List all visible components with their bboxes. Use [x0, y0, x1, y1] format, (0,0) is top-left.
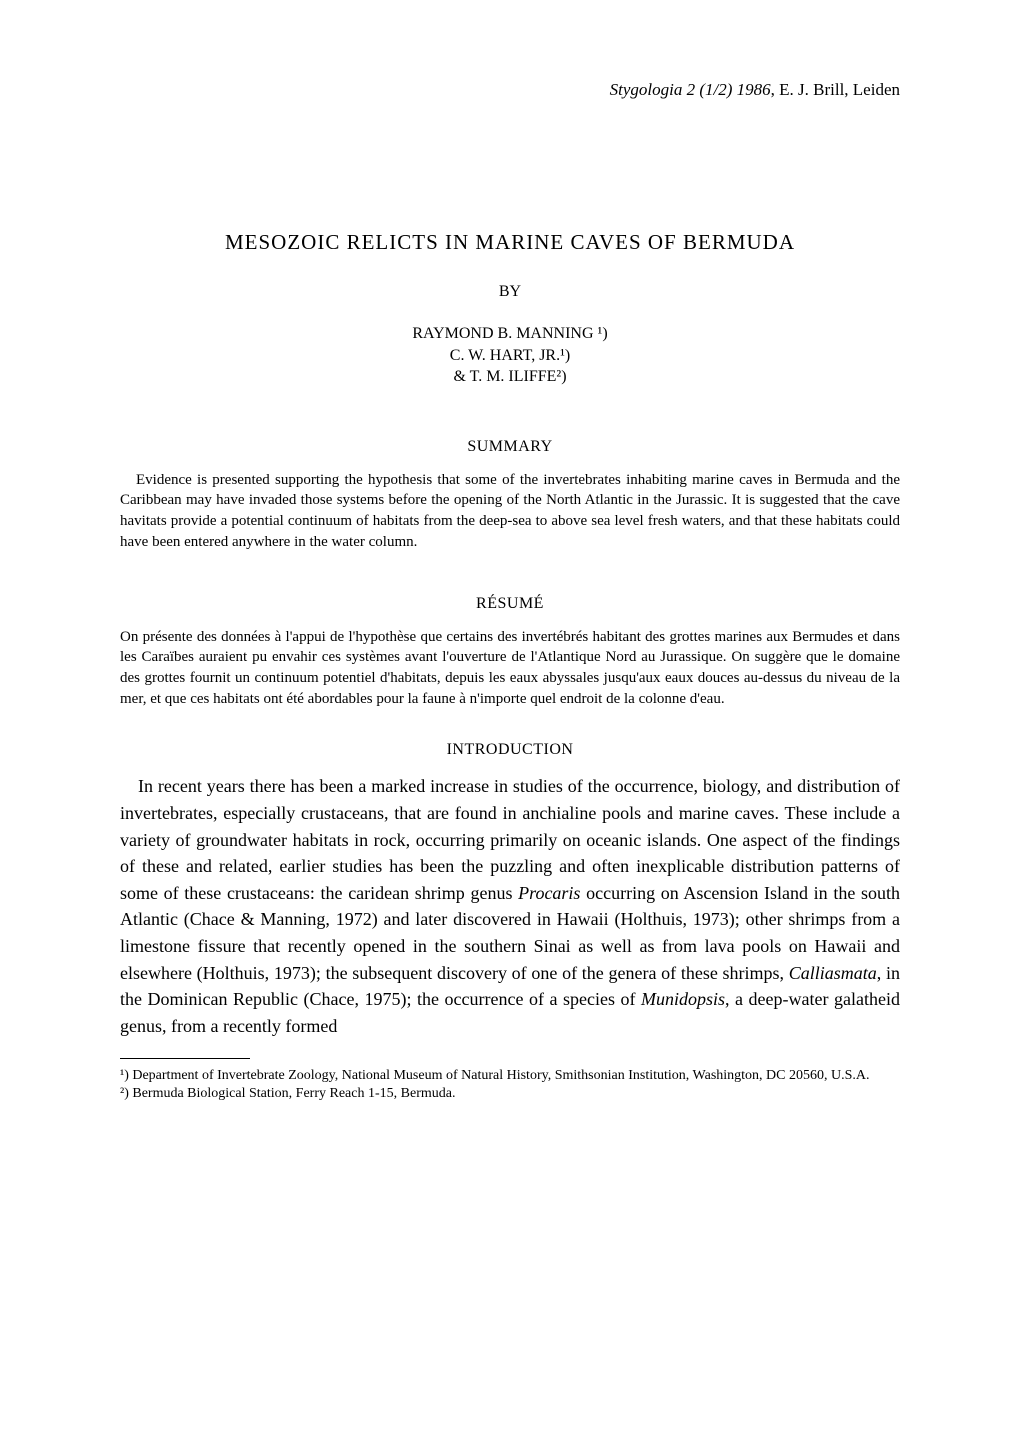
author-line-1: RAYMOND B. MANNING ¹) — [120, 323, 900, 345]
footnote-rule — [120, 1058, 250, 1059]
summary-text: Evidence is presented supporting the hyp… — [120, 470, 900, 553]
footnote-1: ¹) Department of Invertebrate Zoology, N… — [120, 1067, 900, 1086]
author-line-2: C. W. HART, JR.¹) — [120, 345, 900, 367]
resume-text: On présente des données à l'appui de l'h… — [120, 627, 900, 710]
footnotes-block: ¹) Department of Invertebrate Zoology, N… — [120, 1067, 900, 1105]
summary-heading: SUMMARY — [120, 438, 900, 456]
genus-munidopsis: Munidopsis — [641, 989, 725, 1009]
authors-block: RAYMOND B. MANNING ¹) C. W. HART, JR.¹) … — [120, 323, 900, 388]
genus-calliasmata: Calliasmata — [789, 963, 877, 983]
introduction-text: In recent years there has been a marked … — [120, 773, 900, 1039]
by-label: BY — [120, 283, 900, 301]
author-line-3: & T. M. ILIFFE²) — [120, 366, 900, 388]
journal-issue: Stygologia 2 (1/2) 1986 — [610, 80, 771, 99]
introduction-heading: INTRODUCTION — [120, 741, 900, 759]
footnote-2: ²) Bermuda Biological Station, Ferry Rea… — [120, 1085, 900, 1104]
genus-procaris: Procaris — [518, 883, 580, 903]
summary-body: Evidence is presented supporting the hyp… — [120, 472, 900, 550]
article-title: MESOZOIC RELICTS IN MARINE CAVES OF BERM… — [120, 230, 900, 255]
publisher: , E. J. Brill, Leiden — [771, 80, 900, 99]
resume-heading: RÉSUMÉ — [120, 595, 900, 613]
journal-header: Stygologia 2 (1/2) 1986, E. J. Brill, Le… — [120, 80, 900, 100]
